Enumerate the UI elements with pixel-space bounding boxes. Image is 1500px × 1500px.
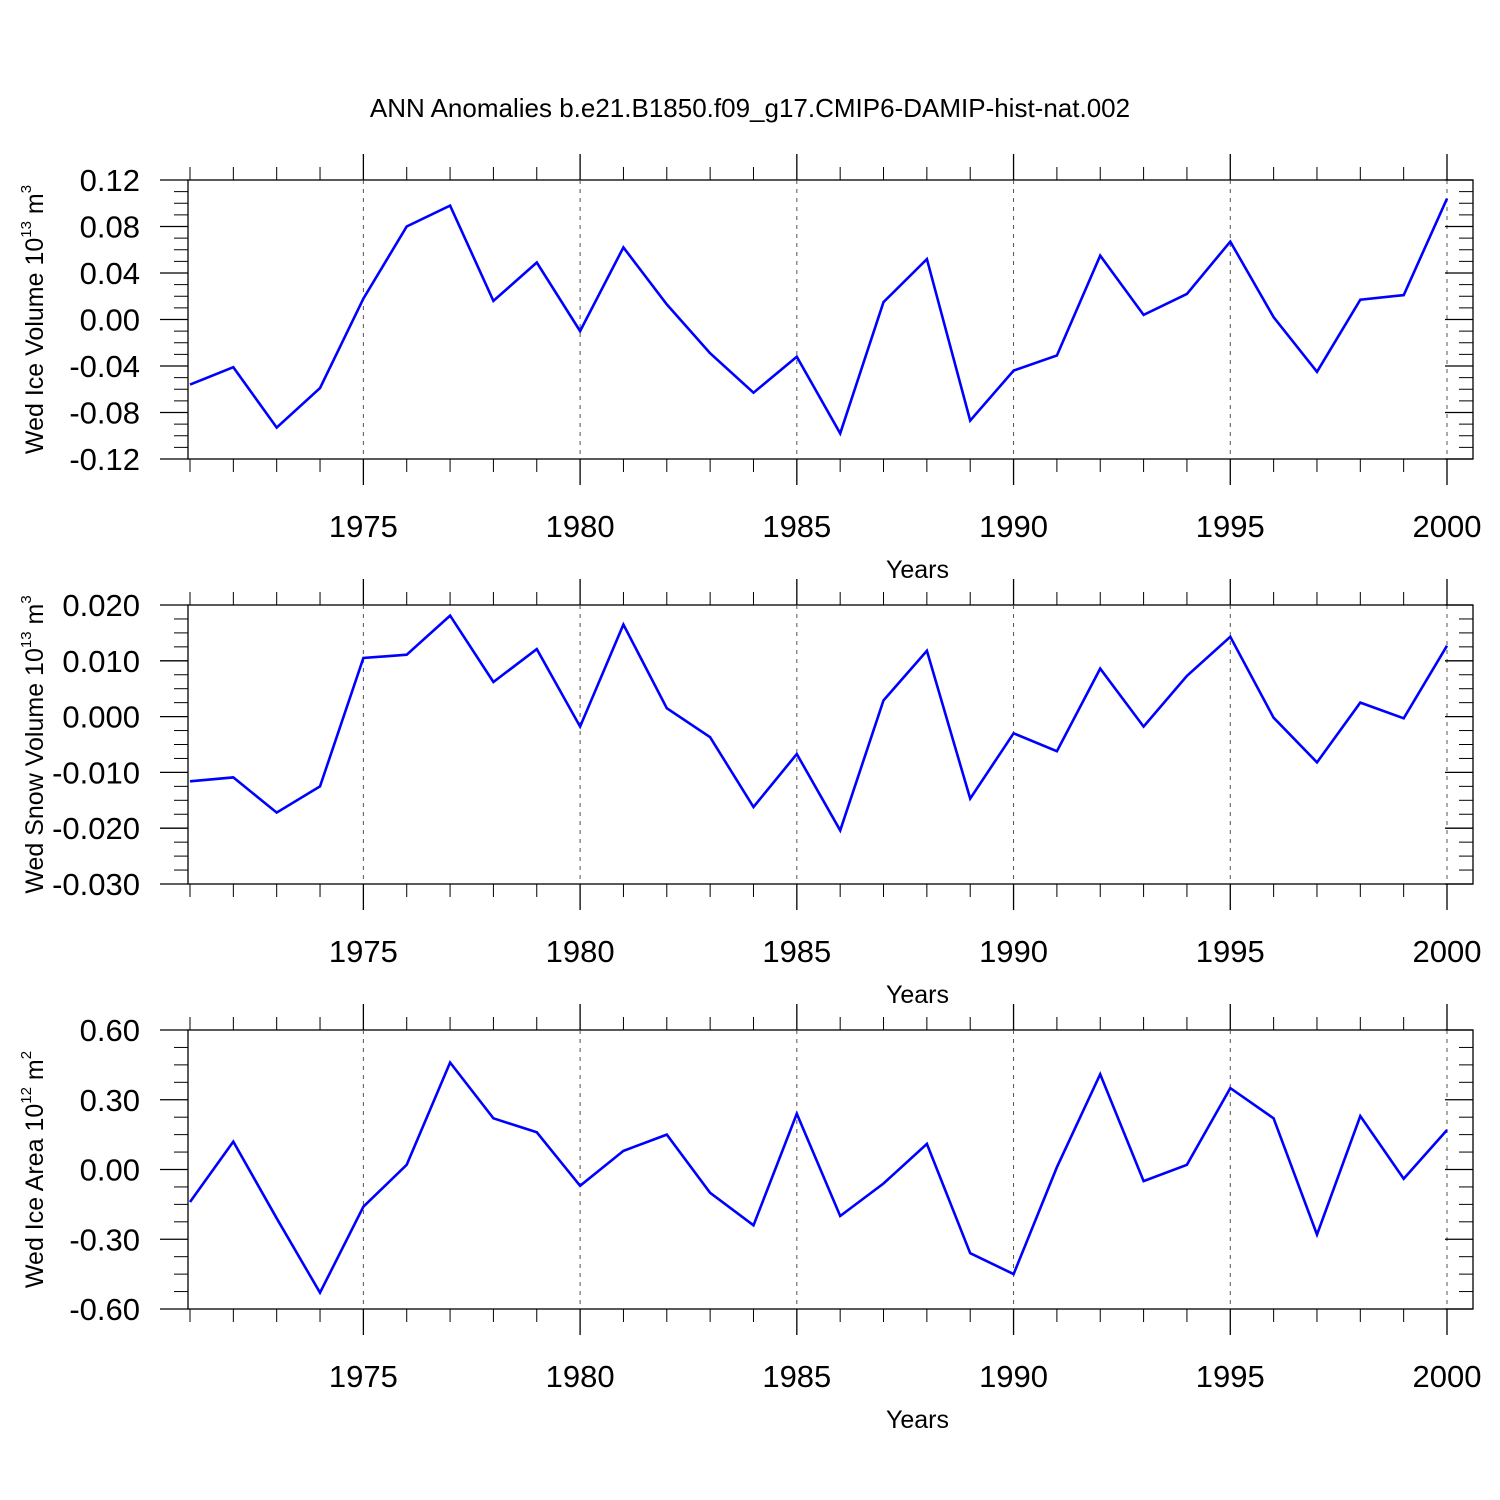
y-tick-label: 0.020 <box>62 588 140 623</box>
y-axis-label-text: Wed Snow Volume 10 <box>21 648 49 894</box>
y-axis-label: Wed Ice Area 1012 m2 <box>18 1051 49 1288</box>
plot-frame <box>187 1029 1474 1310</box>
x-tick-label: 1975 <box>329 1359 398 1394</box>
series-line <box>189 198 1449 437</box>
chart-panel-2: 1975 1980 1985 1990 1995 2000 0.020 0.010 0.000 -… <box>18 579 1481 1009</box>
y-tick-label: -0.60 <box>69 1292 140 1327</box>
x-tick-label: 1985 <box>762 1359 831 1394</box>
y-tick-label: 0.12 <box>80 163 140 198</box>
y-axis-label-unit: m <box>21 1059 49 1087</box>
x-axis-label: Years <box>886 981 949 1009</box>
x-tick-label: 1990 <box>979 509 1048 544</box>
y-tick-label: -0.08 <box>69 396 140 431</box>
x-tick-label: 1980 <box>546 934 615 969</box>
y-tick-label: 0.08 <box>80 210 140 245</box>
y-tick-label: 0.30 <box>80 1083 140 1118</box>
x-tick-label: 1980 <box>546 509 615 544</box>
x-tick-label: 1995 <box>1196 934 1265 969</box>
y-axis-label-unit-exponent: 3 <box>18 595 35 603</box>
y-tick-label: 0.010 <box>62 644 140 679</box>
x-tick-label: 2000 <box>1413 934 1482 969</box>
x-tick-label: 2000 <box>1413 1359 1482 1394</box>
series-line <box>189 613 1449 834</box>
x-tick-label: 2000 <box>1413 509 1482 544</box>
plot-frame <box>187 604 1474 885</box>
y-tick-label: 0.04 <box>80 256 140 291</box>
x-tick-label: 1980 <box>546 1359 615 1394</box>
chart-panel-1: 1975 1980 1985 1990 1995 2000 0.12 0.08 0.04 0.00… <box>18 154 1481 584</box>
y-tick-label: 0.00 <box>80 1153 140 1188</box>
x-tick-label: 1985 <box>762 509 831 544</box>
y-tick-label: -0.010 <box>52 755 140 790</box>
figure-title: ANN Anomalies b.e21.B1850.f09_g17.CMIP6-… <box>370 93 1130 123</box>
y-tick-label: -0.020 <box>52 811 140 846</box>
y-axis-label-text: Wed Ice Area 10 <box>21 1104 49 1288</box>
y-axis-label-text: Wed Ice Volume 10 <box>21 238 49 454</box>
series-line <box>188 1059 1448 1296</box>
chart-panel-3: 1975 1980 1985 1990 1995 2000 0.60 0.30 0.00 -0.3… <box>18 1004 1481 1434</box>
y-axis-label-unit: m <box>21 604 49 632</box>
x-tick-label: 1975 <box>329 934 398 969</box>
y-axis-label-unit-exponent: 2 <box>18 1051 35 1059</box>
x-tick-label: 1995 <box>1196 509 1265 544</box>
y-tick-label: 0.00 <box>80 303 140 338</box>
x-tick-label: 1995 <box>1196 1359 1265 1394</box>
x-tick-label: 1985 <box>762 934 831 969</box>
y-axis-label-exponent: 12 <box>18 1087 35 1104</box>
x-tick-label: 1990 <box>979 1359 1048 1394</box>
y-tick-label: -0.04 <box>69 349 140 384</box>
y-axis-label: Wed Snow Volume 1013 m3 <box>18 595 49 893</box>
y-tick-label: -0.030 <box>52 867 140 902</box>
y-axis-label-exponent: 13 <box>18 221 35 238</box>
x-axis-label: Years <box>886 556 949 584</box>
y-tick-label: -0.12 <box>69 442 140 477</box>
y-axis-label-unit-exponent: 3 <box>18 185 35 193</box>
x-tick-label: 1975 <box>329 509 398 544</box>
y-tick-label: -0.30 <box>69 1222 140 1257</box>
y-axis-label-exponent: 13 <box>18 631 35 648</box>
x-axis-label: Years <box>886 1406 949 1434</box>
y-tick-label: 0.60 <box>80 1013 140 1048</box>
y-tick-label: 0.000 <box>62 700 140 735</box>
y-axis-label-unit: m <box>21 193 49 221</box>
x-tick-label: 1990 <box>979 934 1048 969</box>
y-axis-label: Wed Ice Volume 1013 m3 <box>18 185 49 454</box>
